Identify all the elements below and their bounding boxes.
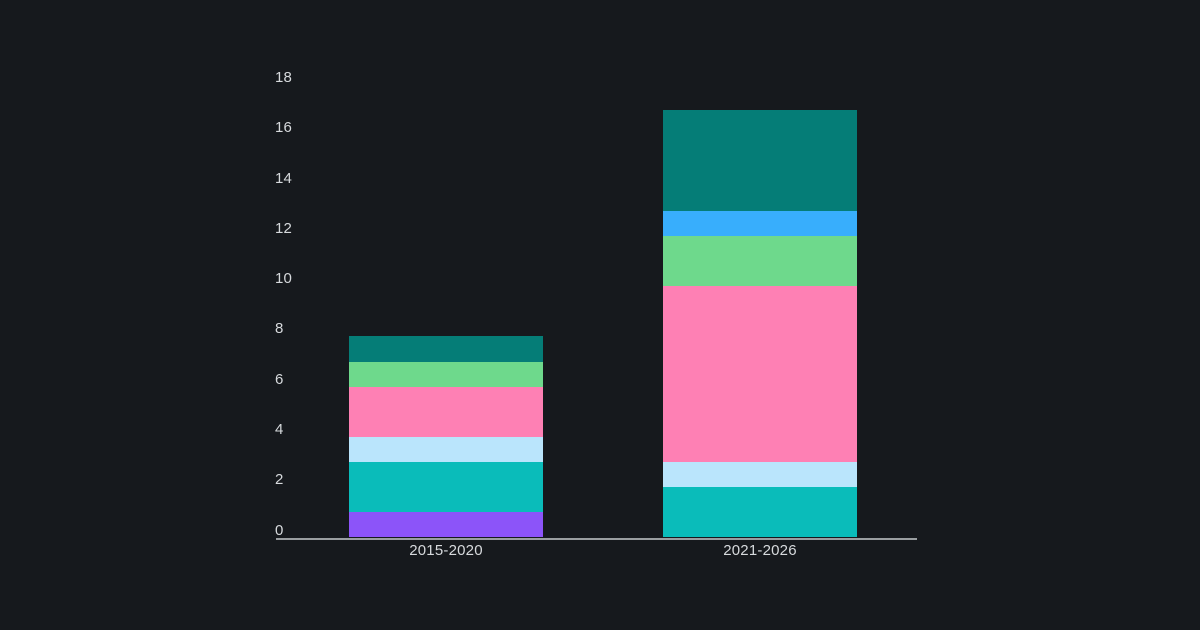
bar-segment-light-blue xyxy=(663,462,857,488)
y-tick-label: 4 xyxy=(275,420,284,438)
bar-segment-dark-teal xyxy=(663,110,857,211)
bar-segment-pink xyxy=(349,386,543,437)
bar-segment-teal xyxy=(663,487,857,538)
x-axis-line xyxy=(276,538,917,540)
bar-segment-teal xyxy=(349,462,543,513)
stacked-bar-2021-2026 xyxy=(663,110,857,538)
bar-segment-green xyxy=(349,361,543,387)
y-tick-label: 14 xyxy=(275,169,293,187)
y-tick-label: 2 xyxy=(275,471,284,489)
x-axis-label: 2021-2026 xyxy=(723,542,797,559)
x-axis-label: 2015-2020 xyxy=(409,542,483,559)
bar-segment-dark-teal xyxy=(349,336,543,362)
bar-segment-pink xyxy=(663,286,857,463)
y-tick-label: 0 xyxy=(275,521,284,539)
y-tick-label: 10 xyxy=(275,270,293,288)
bar-segment-green xyxy=(663,235,857,287)
stacked-bar-2015-2020 xyxy=(349,336,543,538)
y-tick-label: 16 xyxy=(275,119,293,137)
y-tick-label: 6 xyxy=(275,370,284,388)
y-tick-label: 12 xyxy=(275,219,293,237)
y-tick-label: 18 xyxy=(275,68,293,86)
bar-segment-light-blue xyxy=(349,436,543,463)
y-tick-label: 8 xyxy=(275,320,284,338)
bar-segment-purple xyxy=(349,512,543,538)
bar-segment-blue xyxy=(663,210,857,236)
